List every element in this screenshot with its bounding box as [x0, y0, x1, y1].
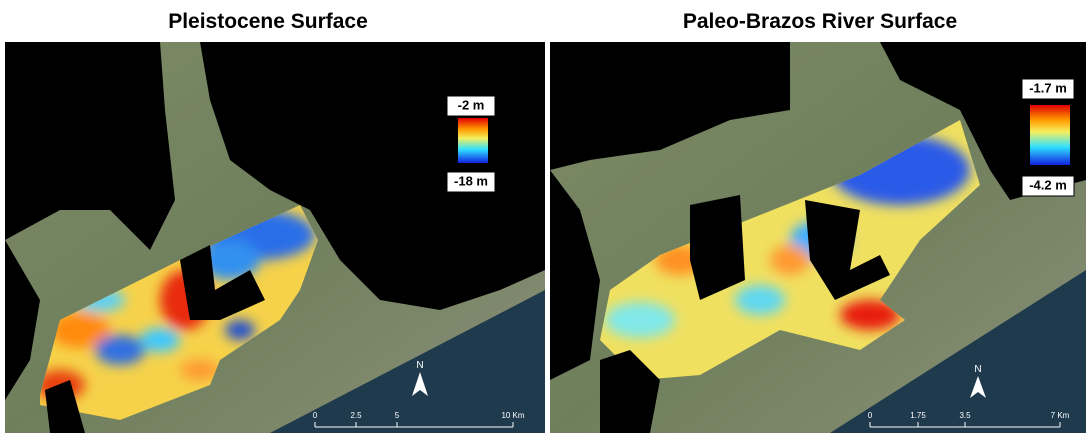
north-label: N: [416, 360, 423, 371]
scale-label: 5: [395, 411, 400, 420]
scale-label: 1.75: [910, 411, 926, 420]
scale-label: 0: [313, 411, 318, 420]
north-label: N: [974, 364, 981, 375]
panel-title: Paleo-Brazos River Surface: [683, 10, 957, 33]
legend-max: -1.7 m: [1029, 80, 1067, 95]
legend-min: -4.2 m: [1029, 177, 1067, 192]
scale-label: 7 Km: [1051, 411, 1070, 420]
scale-label: 10 Km: [501, 411, 524, 420]
legend-min: -18 m: [454, 173, 488, 188]
panel-title: Pleistocene Surface: [168, 10, 368, 33]
scale-label: 0: [868, 411, 873, 420]
map-right: [550, 42, 1086, 433]
scale-label: 3.5: [959, 411, 971, 420]
scale-label: 2.5: [350, 411, 362, 420]
legend-max: -2 m: [458, 97, 485, 112]
figure: Pleistocene Surface Paleo-Brazos River S…: [0, 0, 1086, 433]
